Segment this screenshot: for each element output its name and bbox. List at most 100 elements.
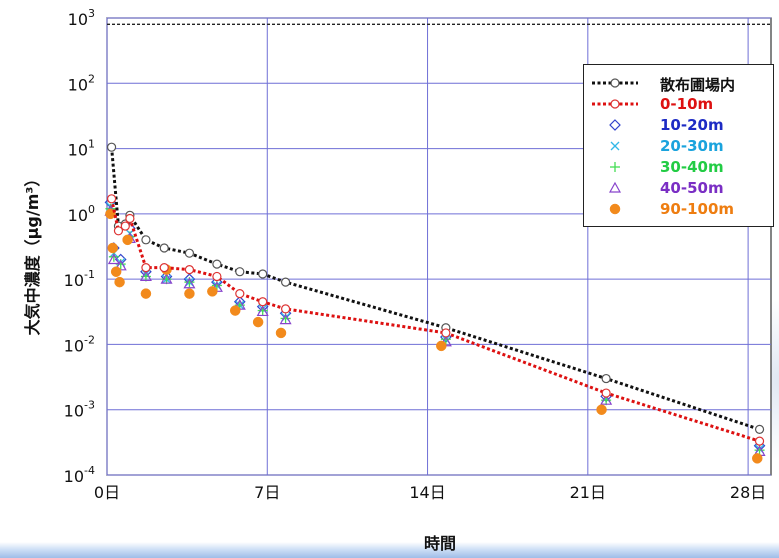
legend-label: 40-50m [660, 179, 724, 197]
y-tick-exponent: 2 [88, 72, 95, 85]
legend-swatch [592, 78, 638, 88]
legend-item: 90-100m [584, 199, 773, 219]
data-point [110, 266, 122, 277]
legend-marker [608, 181, 622, 193]
data-point [212, 271, 222, 282]
data-point [114, 276, 125, 288]
legend-marker [610, 99, 620, 109]
legend-item: 20-30m [584, 136, 773, 156]
data-point [258, 297, 268, 307]
legend-item: 0-10m [584, 94, 773, 114]
legend-swatch [609, 119, 621, 131]
y-tick-label: 10-1 [64, 268, 95, 290]
x-axis-ticks: 0日 7日 14日 21日 28日 [94, 483, 766, 502]
data-point [184, 288, 195, 299]
legend-item: 40-50m [584, 178, 773, 198]
data-point [436, 340, 447, 352]
data-point [275, 327, 287, 339]
x-tick-label: 14日 [409, 483, 445, 502]
data-point [258, 269, 268, 279]
data-point [235, 267, 245, 277]
data-point [122, 234, 133, 246]
legend-label: 90-100m [660, 200, 735, 218]
y-tick-base: 10 [68, 10, 88, 29]
y-tick-base: 10 [64, 336, 84, 355]
y-tick-exponent: -4 [84, 464, 95, 477]
data-point [139, 270, 152, 282]
legend: 散布圃場内 0-10m 10-20m 20-30m 30-40m 40-50m 90-100… [583, 64, 774, 227]
series-layer [104, 142, 766, 464]
y-tick-base: 10 [64, 271, 84, 290]
data-point [120, 221, 130, 231]
y-tick-label: 10-4 [64, 464, 95, 486]
legend-marker [610, 141, 620, 151]
data-point [141, 235, 151, 245]
legend-label: 散布圃場内 [660, 76, 736, 94]
y-tick-label: 100 [68, 203, 95, 225]
legend-item: 散布圃場内 [584, 73, 773, 94]
legend-swatch [608, 181, 622, 193]
x-tick-label: 0日 [94, 483, 120, 502]
data-point [113, 226, 124, 236]
legend-label: 30-40m [660, 158, 724, 176]
y-tick-base: 10 [64, 402, 84, 421]
data-point [125, 213, 135, 224]
legend-label: 20-30m [660, 137, 724, 155]
data-point [207, 286, 218, 297]
x-axis-label: 時間 [424, 534, 456, 553]
y-tick-base: 10 [68, 206, 88, 225]
data-point [184, 265, 195, 275]
data-point [141, 263, 151, 273]
legend-marker [610, 162, 620, 172]
data-point [107, 253, 120, 265]
y-tick-exponent: -2 [84, 333, 95, 346]
data-point [441, 328, 451, 338]
data-point [754, 436, 765, 446]
data-point [107, 242, 118, 254]
data-point [106, 142, 117, 152]
data-point [159, 243, 169, 253]
y-tick-label: 10-3 [64, 399, 95, 421]
y-tick-exponent: 1 [88, 138, 95, 151]
legend-marker [610, 78, 620, 88]
data-point [280, 277, 291, 287]
series-line [110, 198, 761, 443]
legend-marker [609, 119, 621, 131]
y-tick-base: 10 [64, 467, 84, 486]
data-point [160, 272, 173, 284]
data-point [256, 305, 269, 317]
legend-swatch [610, 162, 620, 172]
data-point [752, 453, 763, 464]
y-tick-exponent: 0 [88, 203, 95, 216]
legend-item: 30-40m [584, 157, 773, 177]
legend-marker [609, 203, 621, 215]
y-tick-label: 102 [68, 72, 95, 94]
data-point [754, 424, 765, 434]
y-tick-label: 10-2 [64, 333, 95, 355]
data-point [601, 373, 611, 384]
data-point [280, 304, 291, 314]
series-1 [106, 194, 765, 446]
data-point [184, 248, 195, 258]
data-point [159, 263, 169, 273]
data-point [106, 194, 117, 204]
y-tick-base: 10 [68, 75, 88, 94]
y-tick-exponent: 3 [88, 7, 95, 20]
data-point [601, 388, 611, 398]
y-tick-exponent: -1 [84, 268, 95, 281]
legend-item: 10-20m [584, 115, 773, 135]
legend-swatch [592, 99, 638, 109]
legend-label: 10-20m [660, 116, 724, 134]
y-axis-label: 大気中濃度（μg/m³） [23, 171, 42, 336]
x-tick-label: 7日 [254, 483, 280, 502]
y-tick-base: 10 [68, 141, 88, 160]
data-point [600, 393, 613, 405]
x-tick-label: 28日 [730, 483, 766, 502]
data-point [279, 313, 292, 325]
series-6 [105, 208, 763, 464]
legend-swatch [609, 203, 621, 215]
bottom-gradient-band [0, 542, 779, 558]
data-point [183, 277, 196, 289]
data-point [252, 316, 264, 328]
